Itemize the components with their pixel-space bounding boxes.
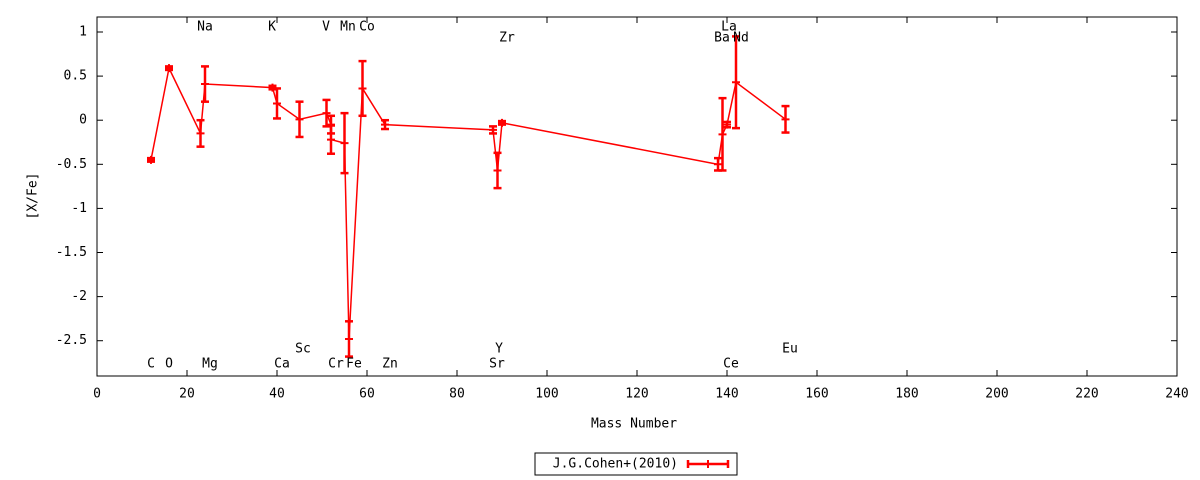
x-tick-label: 200: [985, 387, 1008, 402]
element-label: Y: [495, 342, 503, 357]
point: [781, 115, 790, 124]
y-tick-label: 0.5: [64, 69, 87, 84]
series-line: [150, 65, 786, 339]
element-label: Mn: [340, 20, 356, 35]
element-label: Sc: [295, 342, 311, 357]
point: [381, 120, 389, 129]
point: [322, 109, 331, 118]
y-tick-label: -1.5: [56, 245, 87, 260]
x-tick-label: 60: [359, 387, 375, 402]
element-label: Cr: [328, 357, 344, 372]
element-label: Ba: [714, 31, 730, 46]
point: [345, 334, 353, 343]
element-label: Fe: [346, 357, 362, 372]
point: [493, 166, 502, 175]
legend-point: [704, 460, 712, 468]
point: [201, 80, 209, 89]
point: [273, 99, 281, 108]
x-tick-label: 80: [449, 387, 465, 402]
element-label: Ce: [723, 357, 739, 372]
element-label: O: [165, 357, 173, 372]
y-tick-label: -0.5: [56, 157, 87, 172]
element-label: Nd: [733, 31, 749, 46]
x-tick-label: 40: [269, 387, 285, 402]
element-label: Co: [359, 20, 375, 35]
point: [327, 135, 335, 144]
element-label: Mg: [202, 357, 218, 372]
x-tick-label: 240: [1165, 387, 1188, 402]
element-label: Sr: [489, 357, 505, 372]
x-tick-label: 0: [93, 387, 101, 402]
point: [196, 129, 205, 138]
point: [295, 115, 304, 124]
point: [498, 118, 506, 127]
x-axis-label: Mass Number: [591, 417, 677, 432]
legend-label: J.G.Cohen+(2010): [553, 457, 678, 472]
point: [340, 139, 349, 148]
y-tick-label: 0: [79, 113, 87, 128]
point: [723, 120, 731, 129]
element-label: K: [268, 20, 276, 35]
element-label: Zr: [499, 31, 515, 46]
x-tick-label: 20: [179, 387, 195, 402]
y-tick-label: 1: [79, 24, 87, 39]
element-label: C: [147, 357, 155, 372]
y-axis-label: [X/Fe]: [26, 173, 41, 220]
x-tick-label: 180: [895, 387, 918, 402]
legend-box: [534, 452, 738, 476]
x-tick-label: 220: [1075, 387, 1098, 402]
x-tick-label: 160: [805, 387, 828, 402]
point: [714, 160, 722, 169]
element-label: La: [721, 20, 737, 35]
point: [147, 155, 155, 164]
x-tick-label: 100: [535, 387, 558, 402]
point: [732, 78, 740, 87]
x-tick-label: 140: [715, 387, 738, 402]
point: [358, 84, 367, 93]
y-tick-label: -2: [71, 289, 87, 304]
x-tick-label: 120: [625, 387, 648, 402]
point: [718, 130, 727, 139]
point: [165, 64, 173, 73]
element-label: Zn: [382, 357, 398, 372]
plot-frame: [96, 16, 1178, 377]
y-tick-label: -1: [71, 201, 87, 216]
point: [489, 125, 497, 134]
element-label: V: [322, 20, 330, 35]
y-tick-label: -2.5: [56, 333, 87, 348]
element-label: Eu: [782, 342, 798, 357]
element-label: Ca: [274, 357, 290, 372]
element-label: Na: [197, 20, 213, 35]
